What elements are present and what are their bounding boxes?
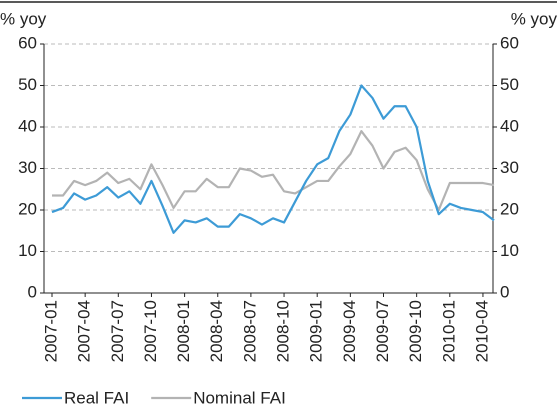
x-tick-label: 2008-01 (174, 300, 193, 362)
x-tick-label: 2007-10 (141, 300, 160, 362)
y-tick-label: 60 (18, 33, 37, 52)
x-tick-label: 2008-07 (240, 300, 259, 362)
x-tick-label: 2009-01 (307, 300, 326, 362)
y2-tick-label: 60 (500, 33, 519, 52)
y2-tick-label: 40 (500, 116, 519, 135)
x-tick-label: 2010-01 (439, 300, 458, 362)
x-tick-label: 2009-07 (373, 300, 392, 362)
data-line (52, 130, 495, 212)
y-tick-label: 50 (18, 75, 37, 94)
y-tick-label: 0 (28, 282, 37, 301)
x-tick-label: 2009-10 (406, 300, 425, 362)
data-line (51, 84, 495, 234)
legend-label: Real FAI (64, 388, 129, 407)
x-tick-label: 2007-04 (75, 300, 94, 362)
x-tick-label: 2010-04 (472, 300, 491, 362)
y2-axis-label: % yoy (511, 9, 557, 28)
y2-tick-label: 30 (500, 158, 519, 177)
x-tick-label: 2008-04 (207, 300, 226, 362)
x-tick-label: 2009-04 (340, 300, 359, 362)
y2-tick-label: 10 (500, 241, 519, 260)
y2-tick-label: 50 (500, 75, 519, 94)
y-tick-label: 30 (18, 158, 37, 177)
y-tick-label: 40 (18, 116, 37, 135)
y-tick-label: 20 (18, 199, 37, 218)
x-tick-label: 2008-10 (274, 300, 293, 362)
y-axis-label: % yoy (0, 9, 47, 28)
y-tick-label: 10 (18, 241, 37, 260)
y2-tick-label: 0 (500, 282, 509, 301)
x-tick-label: 2007-07 (108, 300, 127, 362)
x-tick-label: 2007-01 (41, 300, 60, 362)
y2-tick-label: 20 (500, 199, 519, 218)
legend-label: Nominal FAI (193, 388, 286, 407)
